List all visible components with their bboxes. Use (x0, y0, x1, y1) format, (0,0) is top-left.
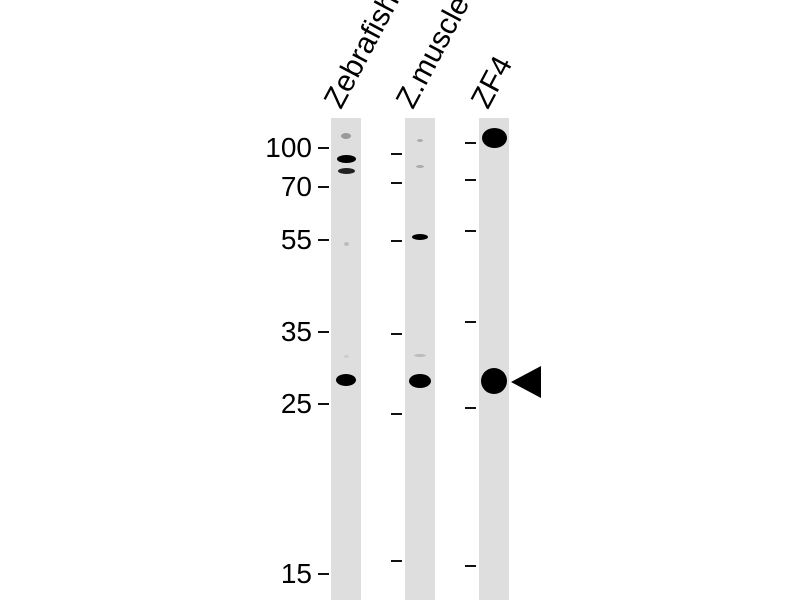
marker-tick (465, 179, 476, 181)
marker-tick (318, 331, 329, 333)
lane-zebrafish (331, 118, 361, 600)
marker-tick (391, 182, 402, 184)
band (417, 139, 423, 142)
band (338, 168, 355, 174)
marker-tick (465, 407, 476, 409)
mw-label-100: 100 (265, 132, 312, 163)
mw-label-55: 55 (280, 224, 312, 255)
marker-tick (465, 230, 476, 232)
band (341, 133, 351, 139)
band (409, 374, 431, 388)
band (481, 368, 507, 394)
marker-tick (391, 240, 402, 242)
marker-tick (391, 153, 402, 155)
marker-tick (465, 142, 476, 144)
mw-label-70: 70 (280, 171, 312, 202)
marker-tick (391, 560, 402, 562)
marker-tick (391, 333, 402, 335)
lane-label-z-muscle: Z.muscle (389, 0, 477, 114)
marker-tick (318, 239, 329, 241)
marker-tick (318, 147, 329, 149)
band (414, 354, 426, 357)
band (344, 355, 349, 358)
lane-z-muscle (405, 118, 435, 600)
mw-label-35: 35 (280, 316, 312, 347)
mw-label-15: 15 (280, 558, 312, 589)
lane-label-zf4: ZF4 (464, 50, 520, 114)
band (344, 242, 349, 246)
band (337, 155, 356, 163)
band (482, 128, 507, 148)
band (412, 234, 428, 240)
band (336, 374, 356, 386)
marker-tick (465, 321, 476, 323)
marker-tick (391, 413, 402, 415)
marker-tick (318, 403, 329, 405)
marker-tick (318, 573, 329, 575)
marker-tick (318, 186, 329, 188)
arrow-indicator-icon (511, 366, 541, 398)
band (416, 165, 424, 168)
mw-label-25: 25 (280, 388, 312, 419)
marker-tick (465, 565, 476, 567)
lane-zf4 (479, 118, 509, 600)
